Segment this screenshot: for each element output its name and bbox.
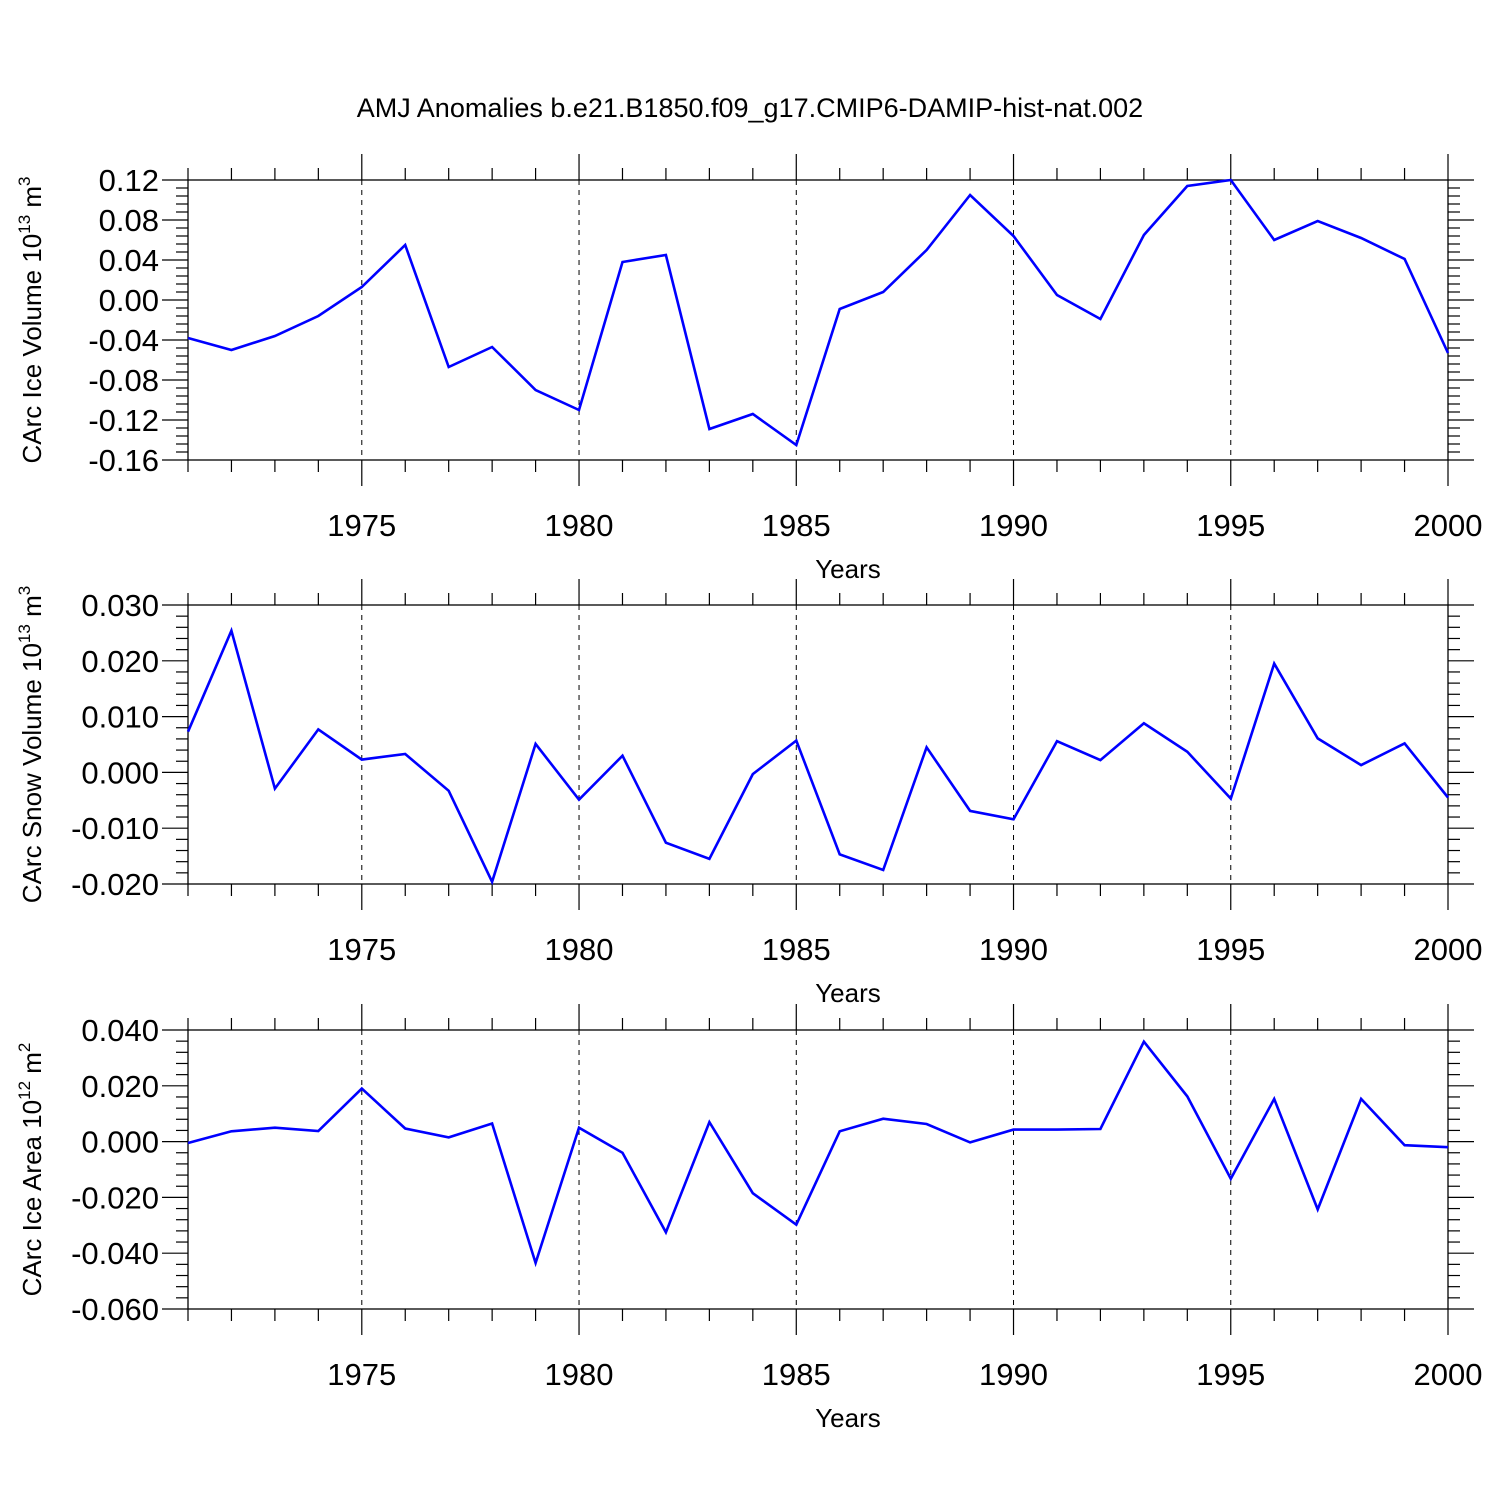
- y-axis-label-text: CArc Ice Area 10: [17, 1100, 47, 1297]
- x-tick-label: 1980: [545, 932, 614, 967]
- y-tick-label: 0.12: [99, 163, 159, 198]
- panel-2: 1975 1980 1985 1990 1995 2000 0.030 0.020 0.010 0…: [15, 579, 1482, 1008]
- y-axis-label-unit: m: [17, 595, 47, 624]
- y-tick-label: 0.000: [81, 755, 159, 790]
- x-axis-label: Years: [815, 554, 881, 584]
- panels: 1975 1980 1985 1990 1995 2000 0.12 0.08 0.04 0.00…: [15, 154, 1482, 1433]
- x-axis-label: Years: [815, 978, 881, 1008]
- y-axis-label: CArc Ice Volume 1013 m3: [15, 176, 47, 463]
- y-axis-label-unit-exp: 3: [15, 586, 34, 595]
- y-axis-label: CArc Ice Area 1012 m2: [15, 1043, 47, 1297]
- x-tick-label: 1980: [545, 508, 614, 543]
- x-tick-label: 2000: [1414, 508, 1483, 543]
- x-axis-label: Years: [815, 1403, 881, 1433]
- plot-frame: [187, 1029, 1449, 1310]
- plot-frame: [187, 604, 1449, 885]
- series-line: [186, 626, 1450, 886]
- y-axis-label-unit-exp: 3: [15, 176, 34, 185]
- y-axis-label: CArc Snow Volume 1013 m3: [15, 586, 47, 903]
- y-axis-label-exp: 13: [15, 624, 34, 643]
- x-tick-label: 1985: [762, 1357, 831, 1392]
- y-tick-label: 0.040: [81, 1013, 159, 1048]
- panel-1: 1975 1980 1985 1990 1995 2000 0.12 0.08 0.04 0.00…: [15, 154, 1482, 584]
- x-tick-label: 1995: [1196, 1357, 1265, 1392]
- x-tick-label: 1995: [1196, 932, 1265, 967]
- y-axis-label-exp: 13: [15, 215, 34, 234]
- y-axis-label-exp: 12: [15, 1081, 34, 1100]
- y-tick-label: -0.16: [88, 443, 159, 478]
- x-tick-label: 2000: [1414, 932, 1483, 967]
- x-tick-label: 1980: [545, 1357, 614, 1392]
- x-tick-label: 1975: [327, 508, 396, 543]
- y-axis-label-unit: m: [17, 1052, 47, 1081]
- y-tick-label: -0.040: [71, 1236, 159, 1271]
- y-tick-label: 0.00: [99, 283, 159, 318]
- y-tick-label: -0.060: [71, 1292, 159, 1327]
- series-line: [187, 178, 1450, 448]
- x-tick-label: 1995: [1196, 508, 1265, 543]
- y-tick-label: 0.010: [81, 700, 159, 735]
- y-tick-label: 0.020: [81, 644, 159, 679]
- x-tick-label: 1975: [327, 1357, 396, 1392]
- y-tick-label: 0.020: [81, 1069, 159, 1104]
- y-tick-label: -0.010: [71, 811, 159, 846]
- x-tick-label: 1990: [979, 932, 1048, 967]
- y-tick-label: 0.04: [99, 243, 159, 278]
- x-tick-label: 2000: [1414, 1357, 1483, 1392]
- y-tick-label: 0.000: [81, 1125, 159, 1160]
- y-tick-label: -0.08: [88, 363, 159, 398]
- y-axis-label-unit-exp: 2: [15, 1043, 34, 1052]
- y-tick-label: -0.020: [71, 867, 159, 902]
- x-tick-label: 1985: [762, 932, 831, 967]
- y-tick-label: -0.12: [88, 403, 159, 438]
- y-tick-label: -0.020: [71, 1180, 159, 1215]
- series-line: [187, 1039, 1449, 1268]
- y-axis-label-text: CArc Ice Volume 10: [17, 234, 47, 464]
- plot-frame: [187, 179, 1449, 461]
- panel-3: 1975 1980 1985 1990 1995 2000 0.040 0.020 0.000 -…: [15, 1004, 1482, 1433]
- y-tick-label: 0.030: [81, 588, 159, 623]
- figure-title: AMJ Anomalies b.e21.B1850.f09_g17.CMIP6-…: [357, 93, 1143, 123]
- y-tick-label: -0.04: [88, 323, 159, 358]
- x-tick-label: 1990: [979, 1357, 1048, 1392]
- x-tick-label: 1985: [762, 508, 831, 543]
- y-tick-label: 0.08: [99, 203, 159, 238]
- x-tick-label: 1975: [327, 932, 396, 967]
- x-tick-label: 1990: [979, 508, 1048, 543]
- y-axis-label-text: CArc Snow Volume 10: [17, 643, 47, 903]
- y-axis-label-unit: m: [17, 186, 47, 215]
